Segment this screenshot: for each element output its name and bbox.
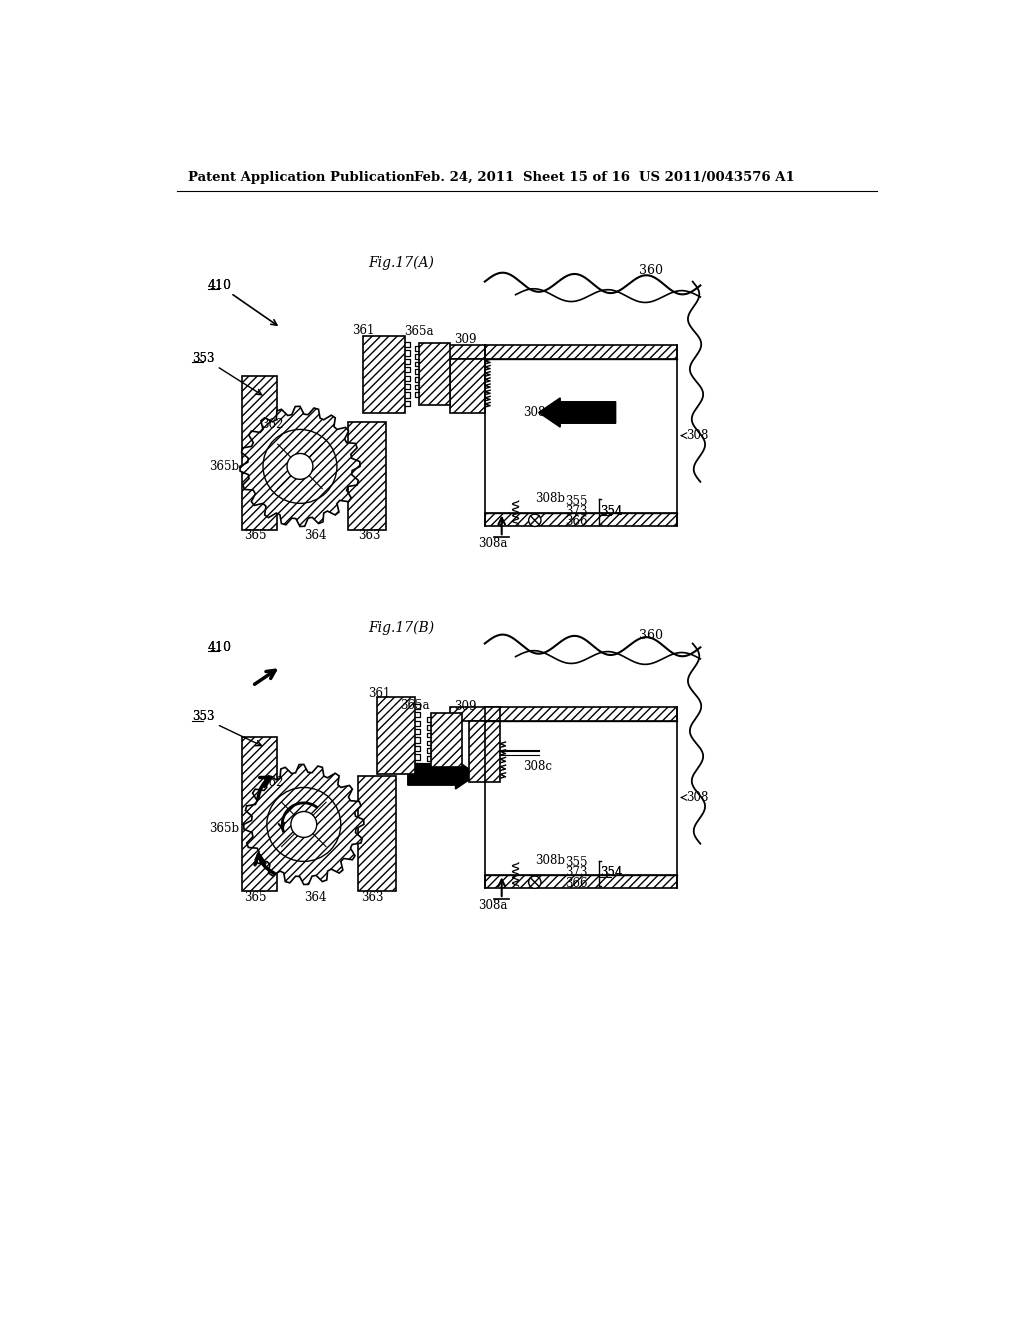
Text: 354: 354 <box>600 866 623 879</box>
Bar <box>364 335 406 412</box>
Circle shape <box>528 876 541 888</box>
Text: Patent Application Publication: Patent Application Publication <box>188 172 415 185</box>
Text: 308b: 308b <box>535 492 565 506</box>
Bar <box>419 343 451 405</box>
Bar <box>435 345 484 359</box>
Text: 410: 410 <box>208 279 231 292</box>
Text: 362: 362 <box>261 776 284 788</box>
Text: 365: 365 <box>245 891 267 904</box>
Bar <box>348 422 386 529</box>
Bar <box>484 512 677 527</box>
Text: Fig.17(B): Fig.17(B) <box>368 620 434 635</box>
Text: 308c: 308c <box>523 407 552 418</box>
FancyArrow shape <box>539 397 615 428</box>
Text: 308b: 308b <box>535 854 565 867</box>
Text: 373: 373 <box>565 866 588 879</box>
Text: 360: 360 <box>639 630 663 643</box>
Text: 309: 309 <box>454 333 476 346</box>
Circle shape <box>287 454 313 479</box>
Text: 361: 361 <box>368 686 390 700</box>
Text: 354: 354 <box>600 504 623 517</box>
Bar <box>484 875 677 888</box>
Text: Fig.17(A): Fig.17(A) <box>368 255 433 269</box>
Bar <box>484 345 677 359</box>
Text: US 2011/0043576 A1: US 2011/0043576 A1 <box>639 172 795 185</box>
Text: 354: 354 <box>600 866 623 879</box>
Bar <box>243 376 276 529</box>
Bar <box>431 713 462 767</box>
FancyArrow shape <box>408 760 477 789</box>
Circle shape <box>291 812 316 837</box>
Text: 308: 308 <box>686 791 709 804</box>
Text: 410: 410 <box>208 279 231 292</box>
Text: 353: 353 <box>193 710 215 723</box>
Text: 366: 366 <box>565 878 588 890</box>
Text: 361: 361 <box>352 323 375 337</box>
Polygon shape <box>240 407 360 527</box>
Polygon shape <box>244 764 364 884</box>
Text: 308a: 308a <box>478 899 508 912</box>
Text: 308: 308 <box>686 429 709 442</box>
Text: 410: 410 <box>208 640 231 653</box>
Text: 365a: 365a <box>400 698 429 711</box>
Text: 308c: 308c <box>523 760 552 774</box>
Bar <box>451 706 500 721</box>
Circle shape <box>263 429 337 503</box>
Text: 354: 354 <box>600 504 623 517</box>
Bar <box>451 359 484 412</box>
Text: 365b: 365b <box>209 822 240 834</box>
Bar <box>357 776 396 891</box>
Text: 366: 366 <box>565 515 588 528</box>
Text: 363: 363 <box>361 891 384 904</box>
Text: 365: 365 <box>245 529 267 543</box>
Text: 355: 355 <box>565 857 588 870</box>
Text: 364: 364 <box>304 529 327 543</box>
Text: Sheet 15 of 16: Sheet 15 of 16 <box>523 172 630 185</box>
Text: 355: 355 <box>565 495 588 508</box>
Bar <box>377 697 416 775</box>
Circle shape <box>528 515 541 527</box>
Text: 364: 364 <box>304 891 327 904</box>
Text: 365a: 365a <box>403 325 433 338</box>
Bar <box>243 738 276 891</box>
Circle shape <box>267 788 341 862</box>
Text: 353: 353 <box>193 352 215 366</box>
Bar <box>469 721 500 781</box>
Text: 308a: 308a <box>478 537 508 550</box>
Text: 360: 360 <box>639 264 663 277</box>
Text: Feb. 24, 2011: Feb. 24, 2011 <box>414 172 514 185</box>
Text: 353: 353 <box>193 352 215 366</box>
Text: 363: 363 <box>357 529 380 543</box>
Text: 410: 410 <box>208 640 231 653</box>
Bar <box>484 706 677 721</box>
Text: 365b: 365b <box>209 459 240 473</box>
Text: 373: 373 <box>565 504 588 517</box>
Text: 309: 309 <box>454 700 476 713</box>
Text: 353: 353 <box>193 710 215 723</box>
Text: 362: 362 <box>261 417 284 430</box>
